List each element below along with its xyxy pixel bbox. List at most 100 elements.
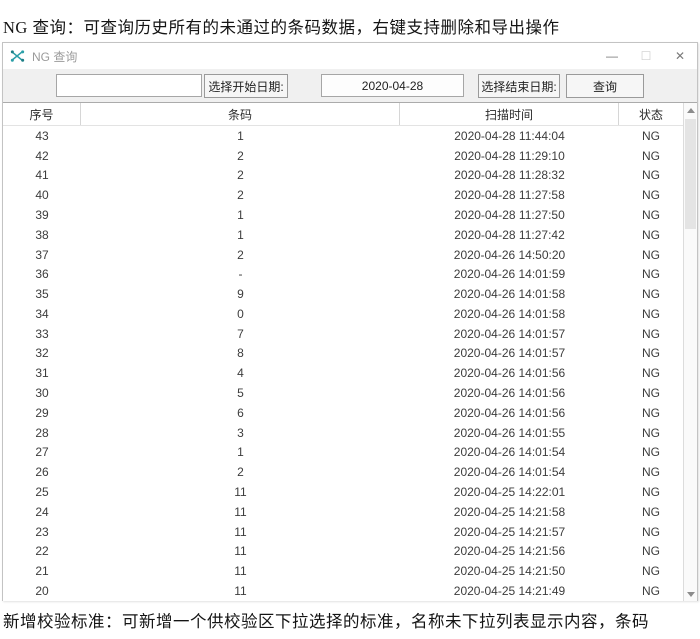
cell-seq[interactable]: 28 [35,425,49,440]
cell-barcode[interactable]: 1 [237,128,244,143]
cell-seq[interactable]: 40 [35,188,49,203]
table-row[interactable]: 34 0 2020-04-26 14:01:58 NG [3,304,683,324]
barcode-filter-input[interactable] [56,74,202,97]
table-row[interactable]: 22 11 2020-04-25 14:21:56 NG [3,541,683,561]
cell-time[interactable]: 2020-04-26 14:01:57 [453,346,566,361]
cell-status[interactable]: NG [642,306,660,321]
cell-seq[interactable]: 36 [35,267,49,282]
cell-seq[interactable]: 24 [35,504,49,519]
cell-time[interactable]: 2020-04-28 11:29:10 [454,148,565,163]
cell-status[interactable]: NG [642,346,660,361]
cell-seq[interactable]: 35 [35,287,49,302]
cell-seq[interactable]: 30 [35,386,49,401]
cell-status[interactable]: NG [642,188,660,203]
column-header-time[interactable]: 扫描时间 [400,103,619,125]
cell-status[interactable]: NG [642,564,660,579]
cell-time[interactable]: 2020-04-28 11:27:58 [454,188,565,203]
cell-seq[interactable]: 20 [35,583,49,598]
cell-barcode[interactable]: 2 [237,168,244,183]
cell-time[interactable]: 2020-04-28 11:27:50 [454,208,565,223]
select-start-date-button[interactable]: 选择开始日期: [204,74,288,98]
cell-status[interactable]: NG [642,128,660,143]
cell-time[interactable]: 2020-04-26 14:01:58 [453,287,566,302]
cell-status[interactable]: NG [642,445,660,460]
cell-time[interactable]: 2020-04-26 14:01:55 [453,425,566,440]
maximize-button[interactable]: ☐ [640,49,652,63]
cell-status[interactable]: NG [642,583,660,598]
cell-seq[interactable]: 31 [35,366,49,381]
cell-barcode[interactable]: 9 [237,287,244,302]
cell-seq[interactable]: 42 [35,148,49,163]
cell-time[interactable]: 2020-04-25 14:21:49 [453,583,566,598]
cell-barcode[interactable]: 6 [237,405,244,420]
table-row[interactable]: 33 7 2020-04-26 14:01:57 NG [3,324,683,344]
cell-status[interactable]: NG [642,484,660,499]
cell-seq[interactable]: 41 [35,168,49,183]
cell-status[interactable]: NG [642,425,660,440]
cell-seq[interactable]: 38 [35,227,49,242]
cell-seq[interactable]: 22 [35,544,49,559]
cell-seq[interactable]: 39 [35,208,49,223]
cell-barcode[interactable]: 2 [237,247,244,262]
cell-barcode[interactable]: 11 [234,484,247,499]
table-row[interactable]: 28 3 2020-04-26 14:01:55 NG [3,423,683,443]
cell-status[interactable]: NG [642,227,660,242]
table-row[interactable]: 42 2 2020-04-28 11:29:10 NG [3,146,683,166]
cell-status[interactable]: NG [642,326,660,341]
scroll-down-arrow-icon[interactable] [684,587,697,601]
table-row[interactable]: 30 5 2020-04-26 14:01:56 NG [3,383,683,403]
cell-barcode[interactable]: 3 [237,425,244,440]
table-row[interactable]: 35 9 2020-04-26 14:01:58 NG [3,284,683,304]
column-header-seq[interactable]: 序号 [3,103,81,125]
table-row[interactable]: 38 1 2020-04-28 11:27:42 NG [3,225,683,245]
cell-barcode[interactable]: 11 [234,504,247,519]
close-button[interactable]: ✕ [674,49,686,63]
cell-barcode[interactable]: - [238,267,243,282]
cell-barcode[interactable]: 1 [237,227,244,242]
table-row[interactable]: 43 1 2020-04-28 11:44:04 NG [3,126,683,146]
cell-barcode[interactable]: 2 [237,465,244,480]
cell-time[interactable]: 2020-04-25 14:21:50 [453,564,566,579]
cell-time[interactable]: 2020-04-26 14:01:57 [453,326,566,341]
cell-status[interactable]: NG [642,247,660,262]
cell-seq[interactable]: 37 [35,247,49,262]
cell-barcode[interactable]: 8 [237,346,244,361]
cell-status[interactable]: NG [642,208,660,223]
table-row[interactable]: 32 8 2020-04-26 14:01:57 NG [3,344,683,364]
table-row[interactable]: 39 1 2020-04-28 11:27:50 NG [3,205,683,225]
cell-barcode[interactable]: 7 [237,326,244,341]
scrollbar-thumb[interactable] [685,119,696,229]
cell-status[interactable]: NG [642,504,660,519]
cell-time[interactable]: 2020-04-26 14:01:56 [453,366,566,381]
cell-barcode[interactable]: 1 [237,208,244,223]
table-row[interactable]: 24 11 2020-04-25 14:21:58 NG [3,502,683,522]
table-row[interactable]: 31 4 2020-04-26 14:01:56 NG [3,363,683,383]
table-row[interactable]: 36 - 2020-04-26 14:01:59 NG [3,264,683,284]
table-row[interactable]: 25 11 2020-04-25 14:22:01 NG [3,482,683,502]
scroll-up-arrow-icon[interactable] [684,103,697,117]
cell-barcode[interactable]: 11 [234,524,247,539]
cell-seq[interactable]: 33 [35,326,49,341]
cell-time[interactable]: 2020-04-26 14:01:54 [453,445,566,460]
select-end-date-button[interactable]: 选择结束日期: [478,74,560,98]
cell-status[interactable]: NG [642,366,660,381]
cell-status[interactable]: NG [642,524,660,539]
cell-seq[interactable]: 29 [35,405,49,420]
table-row[interactable]: 26 2 2020-04-26 14:01:54 NG [3,462,683,482]
cell-time[interactable]: 2020-04-26 14:01:56 [453,386,566,401]
column-header-barcode[interactable]: 条码 [81,103,400,125]
cell-seq[interactable]: 27 [35,445,49,460]
cell-time[interactable]: 2020-04-28 11:44:04 [454,128,565,143]
table-row[interactable]: 29 6 2020-04-26 14:01:56 NG [3,403,683,423]
cell-status[interactable]: NG [642,386,660,401]
cell-time[interactable]: 2020-04-26 14:01:54 [453,465,566,480]
cell-time[interactable]: 2020-04-26 14:01:58 [453,306,566,321]
cell-time[interactable]: 2020-04-28 11:27:42 [454,227,565,242]
table-row[interactable]: 21 11 2020-04-25 14:21:50 NG [3,561,683,581]
cell-seq[interactable]: 26 [35,465,49,480]
cell-barcode[interactable]: 4 [237,366,244,381]
table-row[interactable]: 20 11 2020-04-25 14:21:49 NG [3,581,683,601]
query-button[interactable]: 查询 [566,74,644,98]
cell-status[interactable]: NG [642,168,660,183]
table-row[interactable]: 23 11 2020-04-25 14:21:57 NG [3,522,683,542]
